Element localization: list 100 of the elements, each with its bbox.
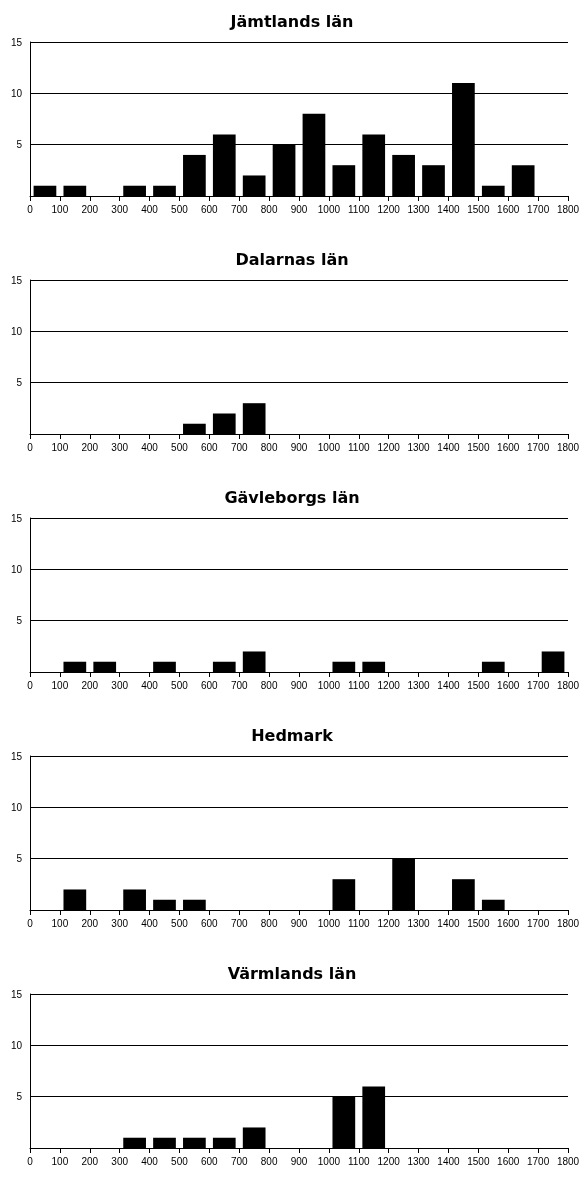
x-tick-label: 200 [81, 203, 99, 215]
x-tick-label: 1600 [497, 203, 520, 215]
x-tick-label: 1300 [407, 917, 431, 929]
x-tick-label: 1100 [348, 679, 370, 691]
x-tick-label: 1800 [556, 917, 580, 929]
x-tick-label: 700 [230, 203, 248, 215]
x-tick-label: 1000 [317, 679, 341, 691]
y-tick-label: 15 [10, 750, 23, 762]
x-tick-label: 300 [111, 1155, 129, 1167]
x-tick-label: 600 [200, 203, 219, 215]
x-tick-label: 200 [81, 679, 99, 691]
x-tick-label: 1200 [377, 679, 401, 691]
x-tick-label: 1500 [467, 679, 490, 691]
x-tick-label: 300 [111, 917, 129, 929]
x-tick-label: 500 [171, 917, 189, 929]
x-tick-label: 1100 [348, 917, 370, 929]
x-tick-label: 1600 [497, 917, 520, 929]
x-tick-label: 900 [290, 917, 308, 929]
x-tick-label: 1300 [407, 203, 431, 215]
x-tick-label: 900 [290, 441, 308, 453]
x-tick-label: 1600 [497, 441, 520, 453]
chart-title: Värmlands län [227, 963, 357, 983]
x-tick-label: 1400 [437, 1155, 460, 1167]
y-tick-label: 10 [10, 1039, 23, 1051]
x-tick-label: 400 [141, 1155, 159, 1167]
x-tick-label: 1500 [467, 441, 490, 453]
x-tick-label: 900 [290, 679, 308, 691]
y-tick-label: 10 [10, 325, 23, 337]
x-tick-label: 800 [260, 917, 278, 929]
x-tick-label: 100 [51, 917, 69, 929]
x-tick-label: 1700 [526, 1155, 550, 1167]
y-tick-label: 10 [10, 801, 23, 813]
y-tick-label: 5 [16, 853, 23, 865]
x-tick-label: 0 [27, 917, 34, 929]
y-tick-label: 15 [10, 988, 23, 1000]
x-tick-label: 200 [81, 441, 99, 453]
y-tick-label: 5 [16, 1091, 23, 1103]
x-tick-label: 400 [141, 441, 159, 453]
x-tick-label: 600 [200, 1155, 219, 1167]
y-tick-label: 15 [10, 512, 23, 524]
x-tick-label: 300 [111, 679, 129, 691]
x-tick-label: 600 [200, 441, 219, 453]
x-tick-label: 500 [171, 1155, 189, 1167]
x-tick-label: 1500 [467, 1155, 490, 1167]
x-tick-label: 1700 [526, 441, 550, 453]
x-tick-label: 500 [171, 441, 189, 453]
y-tick-label: 5 [16, 615, 23, 627]
x-tick-label: 1600 [497, 1155, 520, 1167]
x-tick-label: 1100 [348, 203, 370, 215]
y-tick-label: 5 [16, 139, 23, 151]
x-tick-label: 0 [27, 203, 34, 215]
x-tick-label: 700 [230, 917, 248, 929]
x-tick-label: 1500 [467, 203, 490, 215]
x-tick-label: 700 [230, 441, 248, 453]
x-tick-label: 1300 [407, 1155, 431, 1167]
y-tick-label: 10 [10, 87, 23, 99]
x-tick-label: 1800 [556, 441, 580, 453]
x-tick-label: 100 [51, 1155, 69, 1167]
x-tick-label: 1000 [317, 441, 341, 453]
x-tick-label: 700 [230, 1155, 248, 1167]
x-tick-label: 1400 [437, 679, 460, 691]
x-tick-label: 1300 [407, 441, 431, 453]
x-tick-label: 1400 [437, 917, 460, 929]
x-tick-label: 200 [81, 917, 99, 929]
x-tick-label: 500 [171, 679, 189, 691]
x-tick-label: 1700 [526, 203, 550, 215]
x-tick-label: 800 [260, 679, 278, 691]
x-tick-label: 400 [141, 679, 159, 691]
x-tick-label: 900 [290, 1155, 308, 1167]
y-tick-label: 10 [10, 563, 23, 575]
y-tick-label: 5 [16, 377, 23, 389]
x-tick-label: 1100 [348, 1155, 370, 1167]
x-tick-label: 1800 [556, 1155, 580, 1167]
x-tick-label: 400 [141, 203, 159, 215]
x-tick-label: 700 [230, 679, 248, 691]
x-tick-label: 1200 [377, 441, 401, 453]
x-tick-label: 300 [111, 441, 129, 453]
x-tick-label: 1000 [317, 203, 341, 215]
x-tick-label: 1200 [377, 203, 401, 215]
x-tick-label: 100 [51, 203, 69, 215]
y-tick-label: 15 [10, 36, 23, 48]
x-tick-label: 400 [141, 917, 159, 929]
y-tick-label: 15 [10, 274, 23, 286]
x-tick-label: 1400 [437, 441, 460, 453]
x-tick-label: 0 [27, 679, 34, 691]
x-tick-label: 1800 [556, 679, 580, 691]
x-tick-label: 100 [51, 679, 69, 691]
x-tick-label: 800 [260, 1155, 278, 1167]
x-tick-label: 1100 [348, 441, 370, 453]
x-tick-label: 0 [27, 441, 34, 453]
x-tick-label: 900 [290, 203, 308, 215]
x-tick-label: 1400 [437, 203, 460, 215]
x-tick-label: 200 [81, 1155, 99, 1167]
chart-title: Hedmark [251, 725, 334, 745]
x-tick-label: 100 [51, 441, 69, 453]
x-tick-label: 300 [111, 203, 129, 215]
x-tick-label: 1800 [556, 203, 580, 215]
x-tick-label: 1200 [377, 917, 401, 929]
x-tick-label: 1600 [497, 679, 520, 691]
x-tick-label: 600 [200, 679, 219, 691]
